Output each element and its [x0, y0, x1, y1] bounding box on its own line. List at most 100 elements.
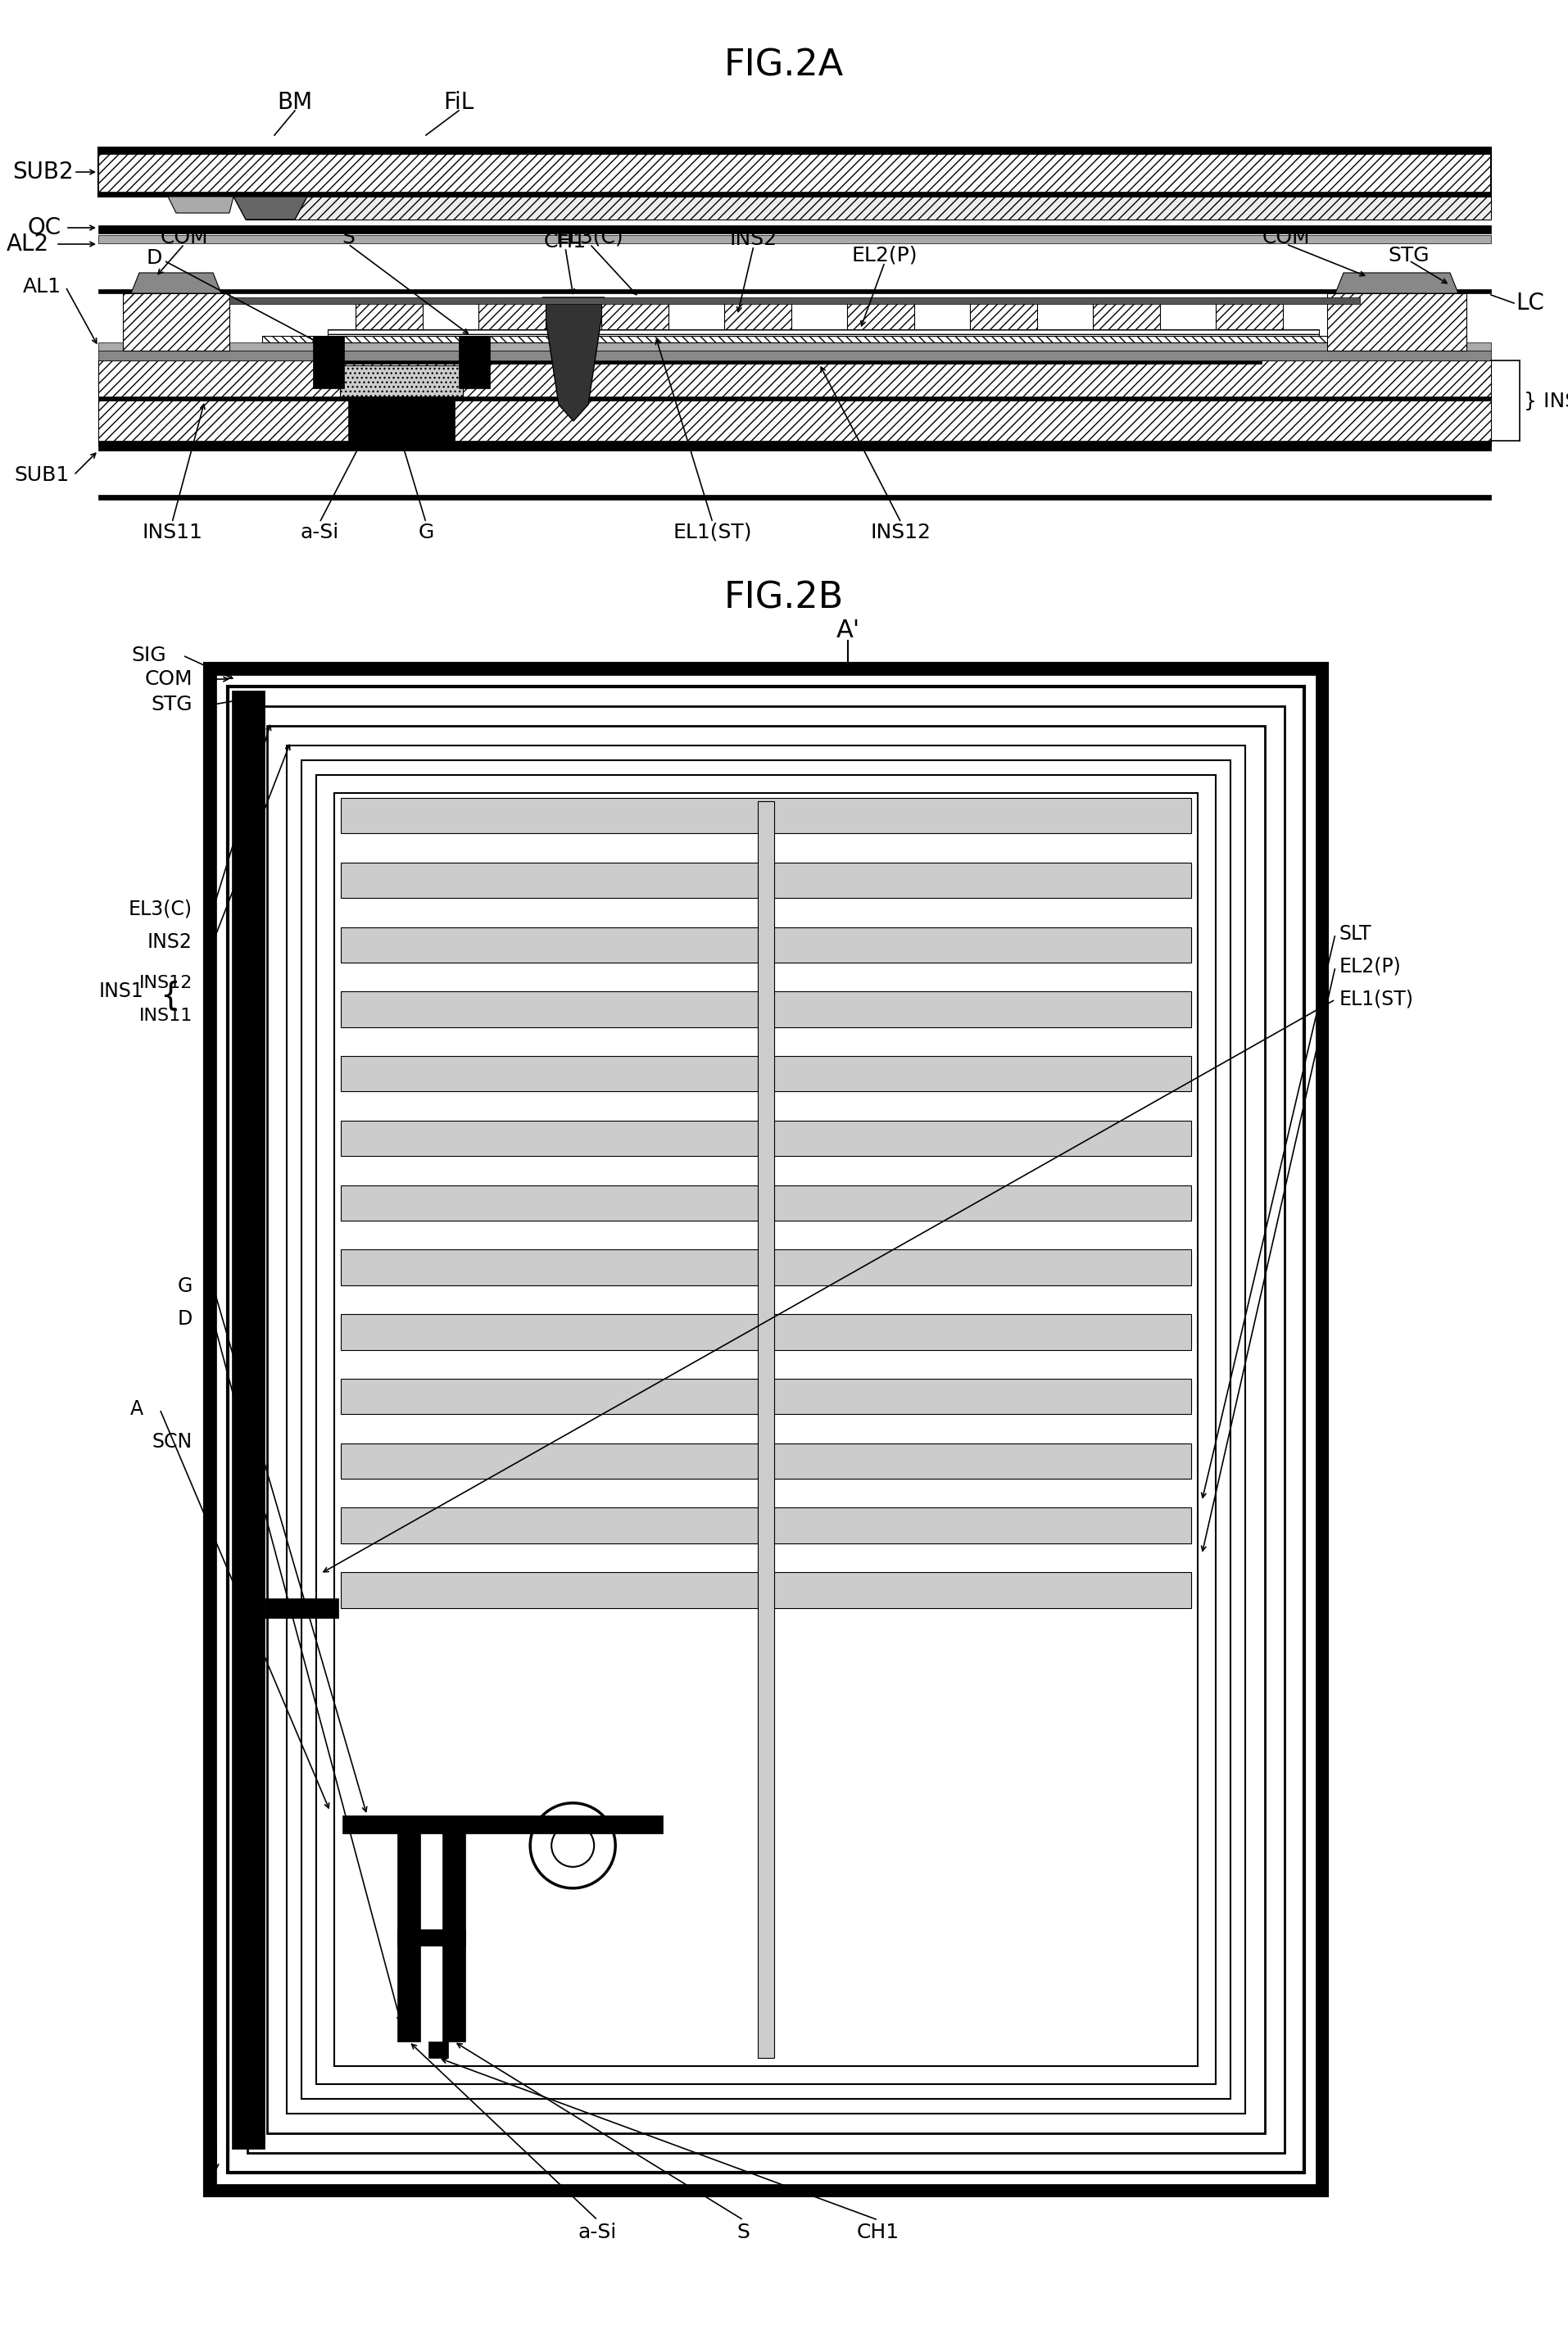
Bar — [340, 991, 1190, 1026]
Bar — [1316, 663, 1327, 2195]
Text: AL1: AL1 — [24, 276, 61, 298]
Bar — [723, 300, 792, 330]
Text: EL3(C): EL3(C) — [555, 227, 624, 248]
Text: S: S — [342, 227, 354, 248]
Bar — [99, 234, 1490, 244]
Text: EL1(ST): EL1(ST) — [673, 522, 753, 541]
Bar — [99, 361, 1490, 445]
Bar — [205, 663, 1327, 675]
Text: INS1: INS1 — [99, 982, 143, 1000]
Polygon shape — [132, 272, 221, 293]
Bar — [317, 776, 1215, 2085]
Bar — [847, 300, 914, 330]
Text: CH1: CH1 — [856, 2224, 898, 2242]
Bar — [356, 300, 423, 330]
Text: a-Si: a-Si — [579, 2224, 616, 2242]
Bar — [340, 1509, 1190, 1544]
Bar — [328, 358, 1261, 363]
Polygon shape — [234, 197, 307, 220]
Bar — [262, 335, 1327, 342]
Bar — [340, 366, 463, 396]
Text: A': A' — [836, 619, 859, 642]
Bar — [397, 1832, 420, 2041]
Bar — [340, 1120, 1190, 1155]
Bar — [229, 298, 1359, 305]
Bar — [348, 401, 455, 440]
Text: AL2: AL2 — [6, 232, 49, 255]
Bar — [969, 300, 1036, 330]
Bar — [340, 1314, 1190, 1350]
Text: FIG.2B: FIG.2B — [724, 581, 844, 616]
Bar — [458, 335, 489, 389]
Text: FIG.2A: FIG.2A — [724, 47, 844, 82]
Bar — [340, 862, 1190, 897]
Text: G: G — [419, 522, 434, 541]
Bar — [312, 335, 343, 389]
Bar — [757, 801, 773, 2057]
Text: } INS1: } INS1 — [1523, 391, 1568, 412]
Bar — [99, 351, 1490, 361]
Bar — [340, 928, 1190, 963]
Bar — [442, 1832, 466, 2041]
Text: INS11: INS11 — [140, 1007, 193, 1024]
Text: S: S — [737, 2224, 750, 2242]
Text: D: D — [146, 248, 162, 267]
Text: COM: COM — [144, 670, 193, 689]
Polygon shape — [1334, 272, 1458, 293]
Bar — [99, 192, 1490, 197]
Text: a-Si: a-Si — [299, 522, 339, 541]
Bar — [340, 1249, 1190, 1286]
Bar — [99, 396, 1490, 401]
Bar — [246, 197, 1490, 220]
Bar — [99, 342, 1490, 351]
Text: EL3(C): EL3(C) — [129, 900, 193, 918]
Text: SUB1: SUB1 — [14, 466, 69, 485]
Bar — [340, 1186, 1190, 1221]
Bar — [99, 494, 1490, 499]
Bar — [122, 293, 229, 351]
Text: EL1(ST): EL1(ST) — [1339, 989, 1413, 1010]
Text: SIG: SIG — [132, 647, 166, 665]
Text: SLT: SLT — [1339, 923, 1370, 944]
Bar — [205, 663, 1327, 2195]
Text: G: G — [177, 1277, 193, 1296]
Bar — [99, 288, 1490, 293]
Text: LC: LC — [1515, 291, 1543, 314]
Bar — [1091, 300, 1160, 330]
Bar — [267, 726, 1264, 2132]
Bar — [99, 148, 1490, 197]
Bar — [99, 225, 1490, 234]
Bar — [428, 2041, 448, 2057]
Text: COM: COM — [1262, 227, 1309, 248]
Text: INS12: INS12 — [140, 975, 193, 991]
Text: FiL: FiL — [444, 91, 474, 115]
Bar — [205, 2184, 1327, 2195]
Bar — [248, 705, 1284, 2153]
Text: SUB2: SUB2 — [13, 162, 74, 183]
Text: EL2(P): EL2(P) — [851, 246, 917, 265]
Text: INS2: INS2 — [729, 230, 778, 248]
Bar — [232, 691, 265, 2149]
Text: INS11: INS11 — [141, 522, 202, 541]
Text: STG: STG — [151, 696, 193, 715]
Bar — [478, 300, 546, 330]
Bar — [99, 440, 1490, 445]
Bar — [287, 745, 1245, 2113]
Text: INS12: INS12 — [870, 522, 931, 541]
Bar — [397, 1928, 466, 1945]
Bar — [340, 799, 1190, 834]
Bar — [227, 686, 1303, 2172]
Bar — [265, 1598, 339, 1617]
Bar — [334, 792, 1196, 2067]
Text: EL2(P): EL2(P) — [1339, 956, 1400, 977]
Text: STG: STG — [1388, 246, 1428, 265]
Text: INS2: INS2 — [147, 933, 193, 951]
Bar — [1327, 293, 1466, 351]
Bar — [342, 1816, 662, 1832]
Bar — [328, 330, 1319, 335]
Text: {: { — [160, 979, 180, 1010]
Text: A: A — [130, 1399, 143, 1420]
Bar — [1215, 300, 1283, 330]
Bar — [340, 1572, 1190, 1607]
Text: COM: COM — [160, 227, 209, 248]
